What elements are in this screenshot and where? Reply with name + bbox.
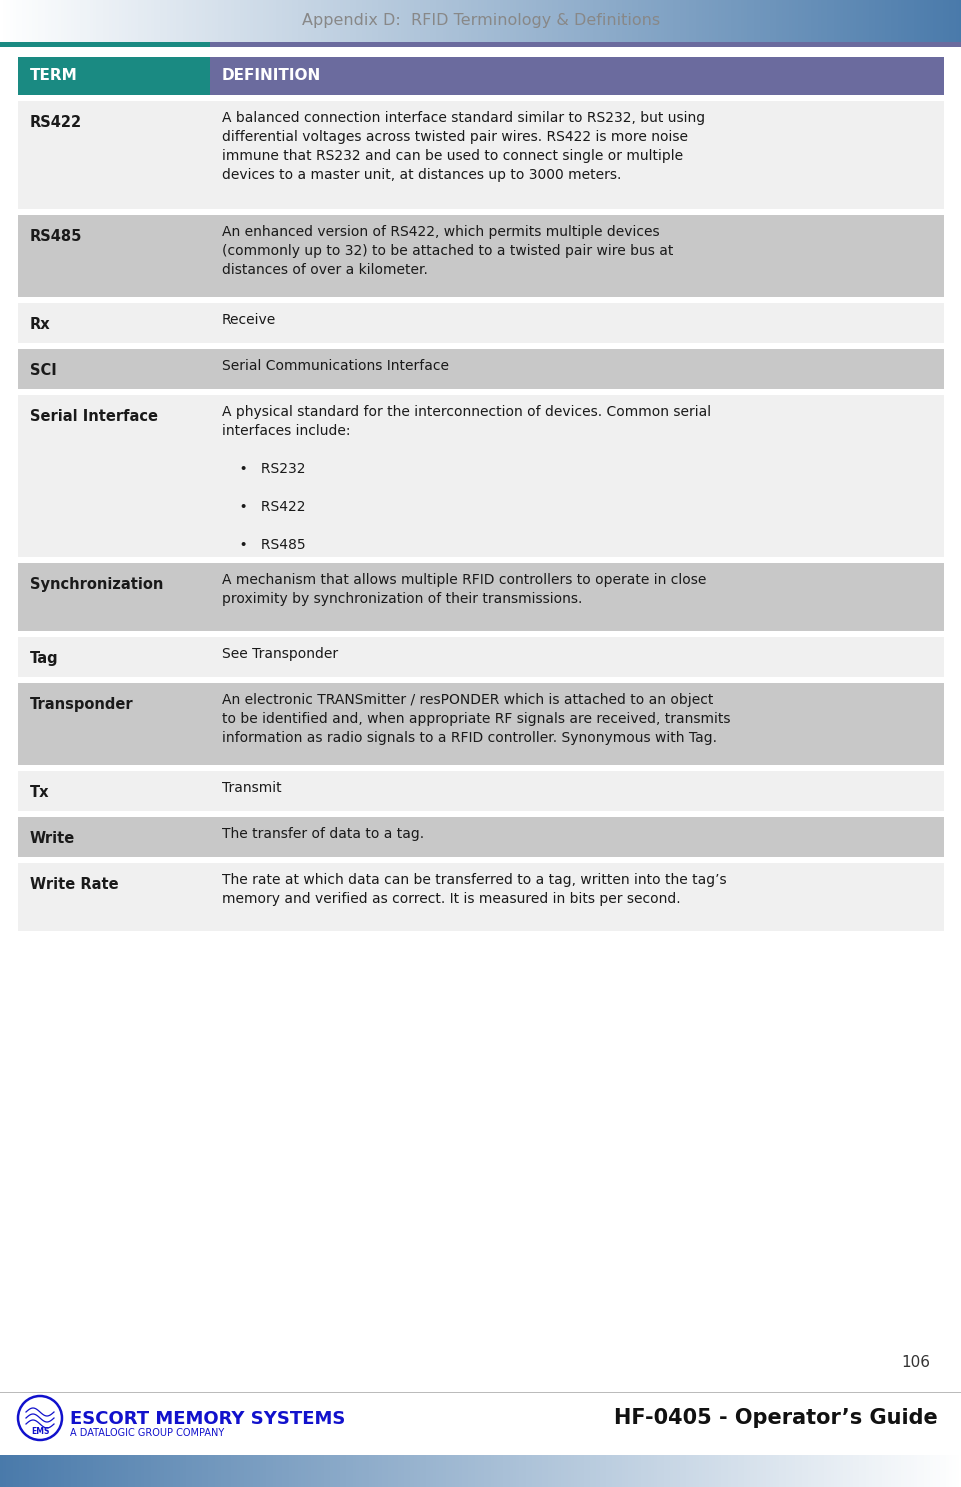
- Text: See Transponder: See Transponder: [222, 647, 337, 662]
- Text: The transfer of data to a tag.: The transfer of data to a tag.: [222, 827, 424, 842]
- Text: Serial Communications Interface: Serial Communications Interface: [222, 358, 449, 373]
- Text: An enhanced version of RS422, which permits multiple devices
(commonly up to 32): An enhanced version of RS422, which perm…: [222, 225, 673, 277]
- Text: EMS: EMS: [31, 1426, 49, 1435]
- Text: Tx: Tx: [30, 785, 49, 800]
- Text: Transponder: Transponder: [30, 697, 134, 712]
- Bar: [18, 862, 943, 931]
- Text: The rate at which data can be transferred to a tag, written into the tag’s
memor: The rate at which data can be transferre…: [222, 873, 726, 906]
- Text: SCI: SCI: [30, 363, 57, 378]
- Text: Appendix D:  RFID Terminology & Definitions: Appendix D: RFID Terminology & Definitio…: [302, 13, 659, 28]
- Text: RS422: RS422: [30, 114, 82, 129]
- Bar: [18, 816, 943, 857]
- Text: An electronic TRANSmitter / resPONDER which is attached to an object
to be ident: An electronic TRANSmitter / resPONDER wh…: [222, 693, 729, 745]
- Bar: [18, 101, 943, 210]
- Text: Serial Interface: Serial Interface: [30, 409, 158, 424]
- Bar: [18, 683, 943, 764]
- Text: Receive: Receive: [222, 312, 276, 327]
- Text: Write Rate: Write Rate: [30, 877, 118, 892]
- Text: A DATALOGIC GROUP COMPANY: A DATALOGIC GROUP COMPANY: [70, 1428, 224, 1438]
- Bar: [18, 303, 943, 343]
- Bar: [18, 216, 943, 297]
- Bar: [18, 349, 943, 390]
- Bar: [18, 564, 943, 630]
- Bar: [0, 42, 209, 48]
- Bar: [18, 770, 943, 810]
- Text: Write: Write: [30, 831, 75, 846]
- Bar: [18, 57, 209, 95]
- Text: RS485: RS485: [30, 229, 83, 244]
- Text: A mechanism that allows multiple RFID controllers to operate in close
proximity : A mechanism that allows multiple RFID co…: [222, 572, 705, 605]
- Bar: [18, 636, 943, 677]
- Text: TERM: TERM: [30, 68, 78, 83]
- Bar: [0, 1392, 961, 1444]
- Bar: [209, 42, 961, 48]
- Text: Rx: Rx: [30, 317, 51, 332]
- Text: Synchronization: Synchronization: [30, 577, 163, 592]
- Text: A physical standard for the interconnection of devices. Common serial
interfaces: A physical standard for the interconnect…: [222, 404, 710, 552]
- Text: DEFINITION: DEFINITION: [222, 68, 321, 83]
- Text: 106: 106: [900, 1355, 929, 1370]
- Text: HF-0405 - Operator’s Guide: HF-0405 - Operator’s Guide: [614, 1408, 937, 1428]
- Bar: [209, 57, 943, 95]
- Text: Tag: Tag: [30, 651, 59, 666]
- Text: ESCORT MEMORY SYSTEMS: ESCORT MEMORY SYSTEMS: [70, 1410, 345, 1428]
- Text: Transmit: Transmit: [222, 781, 282, 796]
- Bar: [18, 396, 943, 558]
- Text: A balanced connection interface standard similar to RS232, but using
differentia: A balanced connection interface standard…: [222, 112, 704, 181]
